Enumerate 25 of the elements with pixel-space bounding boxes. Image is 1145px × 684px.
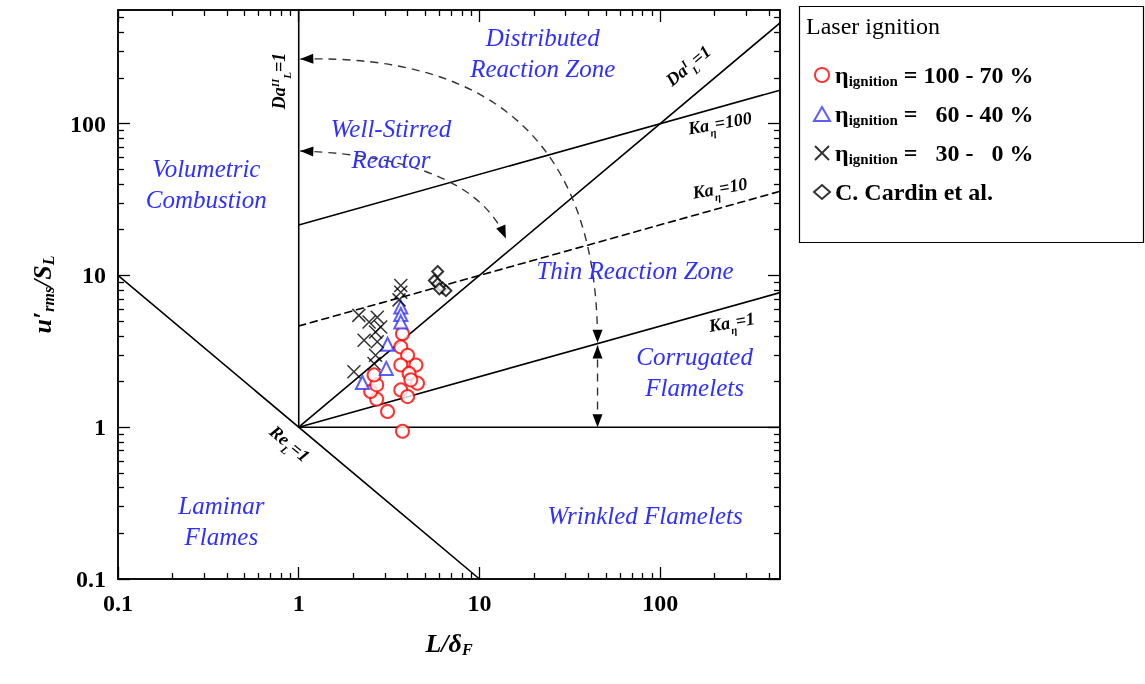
text: Ka$_{η}$=1	[706, 308, 757, 337]
x-tick-label: 1	[292, 590, 305, 616]
annotation: Thin Reaction Zone	[536, 257, 734, 285]
legend-title: Laser ignition	[806, 13, 940, 39]
y-tick-label: 10	[82, 262, 106, 289]
x-axis-title: L/δF	[424, 628, 473, 658]
text: Ka$_{η}$=10	[689, 173, 749, 204]
annotation: Volumetric Combustion	[145, 154, 267, 213]
legend-label: ηignition = 60 - 40 %	[835, 101, 1034, 128]
x-tick-label: 0.1	[103, 590, 133, 616]
y-tick-label: 0.1	[76, 566, 106, 592]
text: Ka$_{η}$=100	[685, 107, 754, 139]
annotation: Distributed Reaction Zone	[469, 23, 616, 82]
y-tick-label: 100	[70, 110, 106, 137]
legend-label: ηignition = 30 - 0 %	[835, 140, 1034, 167]
legend-label: C. Cardin et al.	[835, 179, 993, 205]
y-axis-title: u′rms/SL	[27, 255, 57, 334]
annotation: Corrugated Flamelets	[636, 343, 754, 402]
legend-label: ηignition = 100 - 70 %	[835, 62, 1034, 89]
x-tick-label: 10	[467, 590, 492, 616]
x-tick-label: 100	[642, 590, 679, 616]
annotation: Wrinkled Flamelets	[547, 502, 743, 530]
y-tick-label: 1	[94, 414, 106, 441]
annotation: Well-Stirred Reactor	[330, 114, 452, 173]
annotation: Laminar Flames	[177, 491, 265, 550]
